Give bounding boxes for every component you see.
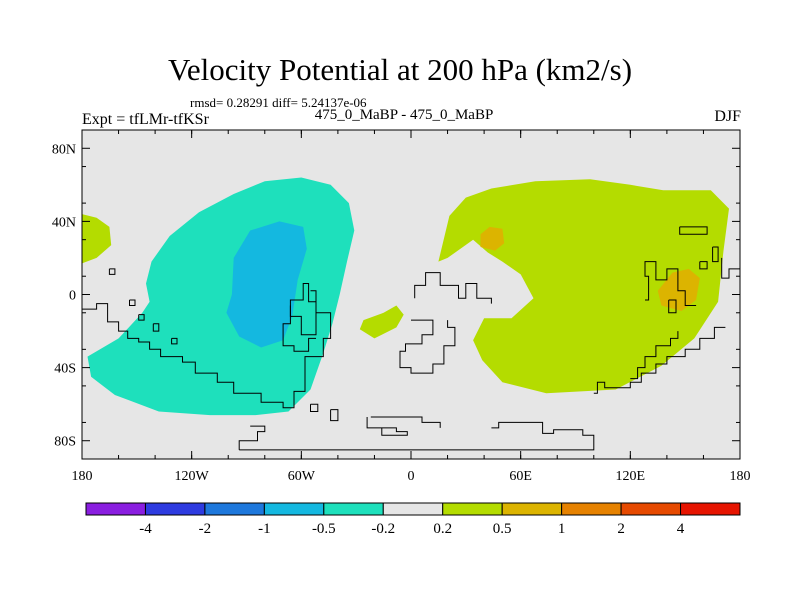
coastline-20 xyxy=(712,246,719,263)
x-tick-label: 60W xyxy=(288,469,316,484)
y-tick-label: 40N xyxy=(52,215,76,230)
coastline-21 xyxy=(721,257,740,279)
colorbar-label: -0.5 xyxy=(312,521,336,537)
contour-region-western-core-negative xyxy=(226,221,307,348)
colorbar-label: -4 xyxy=(139,521,152,537)
y-tick-label: 80N xyxy=(52,142,76,157)
colorbar-label: 2 xyxy=(617,521,625,537)
colorbar-swatch xyxy=(144,502,206,516)
colorbar-label: -0.2 xyxy=(371,521,395,537)
coastline-0 xyxy=(82,283,332,409)
coastline-5 xyxy=(152,323,160,332)
colorbar-swatch xyxy=(680,502,741,516)
coastline-15 xyxy=(593,326,726,394)
experiment-label: Expt = tfLMr-tfKSr xyxy=(82,111,209,128)
coastline-11 xyxy=(366,417,408,436)
y-tick-label: 40S xyxy=(54,362,76,377)
coastline-18 xyxy=(668,299,677,314)
colorbar-swatch xyxy=(442,502,503,516)
contour-region-eastern-hemisphere-positive xyxy=(438,179,729,394)
y-tick-label: 0 xyxy=(69,289,76,304)
map-layer xyxy=(82,130,740,459)
colorbar: -4 -2 -1 -0.5 -0.2 0.2 0.5 1 2 4 xyxy=(85,502,741,537)
contour-region-small-atlantic-positive xyxy=(359,305,404,339)
y-tick-label: 80S xyxy=(54,435,76,450)
colorbar-label: 4 xyxy=(677,521,685,537)
colorbar-swatch xyxy=(85,502,146,516)
coastline-17 xyxy=(644,261,697,306)
colorbar-label: -2 xyxy=(199,521,212,537)
colorbar-label: -1 xyxy=(258,521,271,537)
coastline-7 xyxy=(310,403,319,412)
coastline-10 xyxy=(239,421,595,451)
coastline-13 xyxy=(414,272,492,304)
coastline-1 xyxy=(289,290,317,336)
coastline-19 xyxy=(679,226,708,235)
x-tick-label: 0 xyxy=(408,469,415,484)
season-label: DJF xyxy=(714,108,741,125)
x-tick-label: 120W xyxy=(175,469,210,484)
x-tick-label: 120E xyxy=(616,469,646,484)
colorbar-swatch xyxy=(561,502,622,516)
colorbar-swatch xyxy=(263,502,325,516)
colorbar-swatch xyxy=(204,502,265,516)
chart-title: Velocity Potential at 200 hPa (km2/s) xyxy=(167,52,633,87)
axes-layer: 180 120W 60W 0 60E 120E 180 80N 40N 0 40S 80S xyxy=(52,129,751,484)
coastline-16 xyxy=(630,331,679,380)
x-tick-label: 180 xyxy=(730,469,751,484)
colorbar-label: 1 xyxy=(558,521,566,537)
coastline-2 xyxy=(108,268,116,275)
coastline-8 xyxy=(330,409,339,422)
colorbar-label: 0.5 xyxy=(493,521,512,537)
colorbar-label: 0.2 xyxy=(433,521,452,537)
colorbar-swatch xyxy=(501,502,563,516)
coastline-12 xyxy=(370,416,441,428)
contour-region-africa-core-positive xyxy=(480,226,505,251)
coastline-3 xyxy=(129,299,136,306)
coastline-9 xyxy=(238,425,266,450)
x-tick-label: 60E xyxy=(509,469,532,484)
colorbar-swatch xyxy=(620,502,682,516)
colorbar-swatch xyxy=(323,502,384,516)
coastline-4 xyxy=(138,314,145,321)
colorbar-swatch xyxy=(382,502,444,516)
contour-region-dateline-positive-blob xyxy=(82,214,112,264)
coastline-14 xyxy=(399,319,456,374)
coastline-6 xyxy=(171,337,178,345)
center-subtitle: 475_0_MaBP - 475_0_MaBP xyxy=(314,107,494,123)
coastline-22 xyxy=(699,261,708,270)
x-tick-label: 180 xyxy=(72,469,93,484)
stats-label: rmsd= 0.28291 diff= 5.24137e-06 xyxy=(190,95,367,110)
